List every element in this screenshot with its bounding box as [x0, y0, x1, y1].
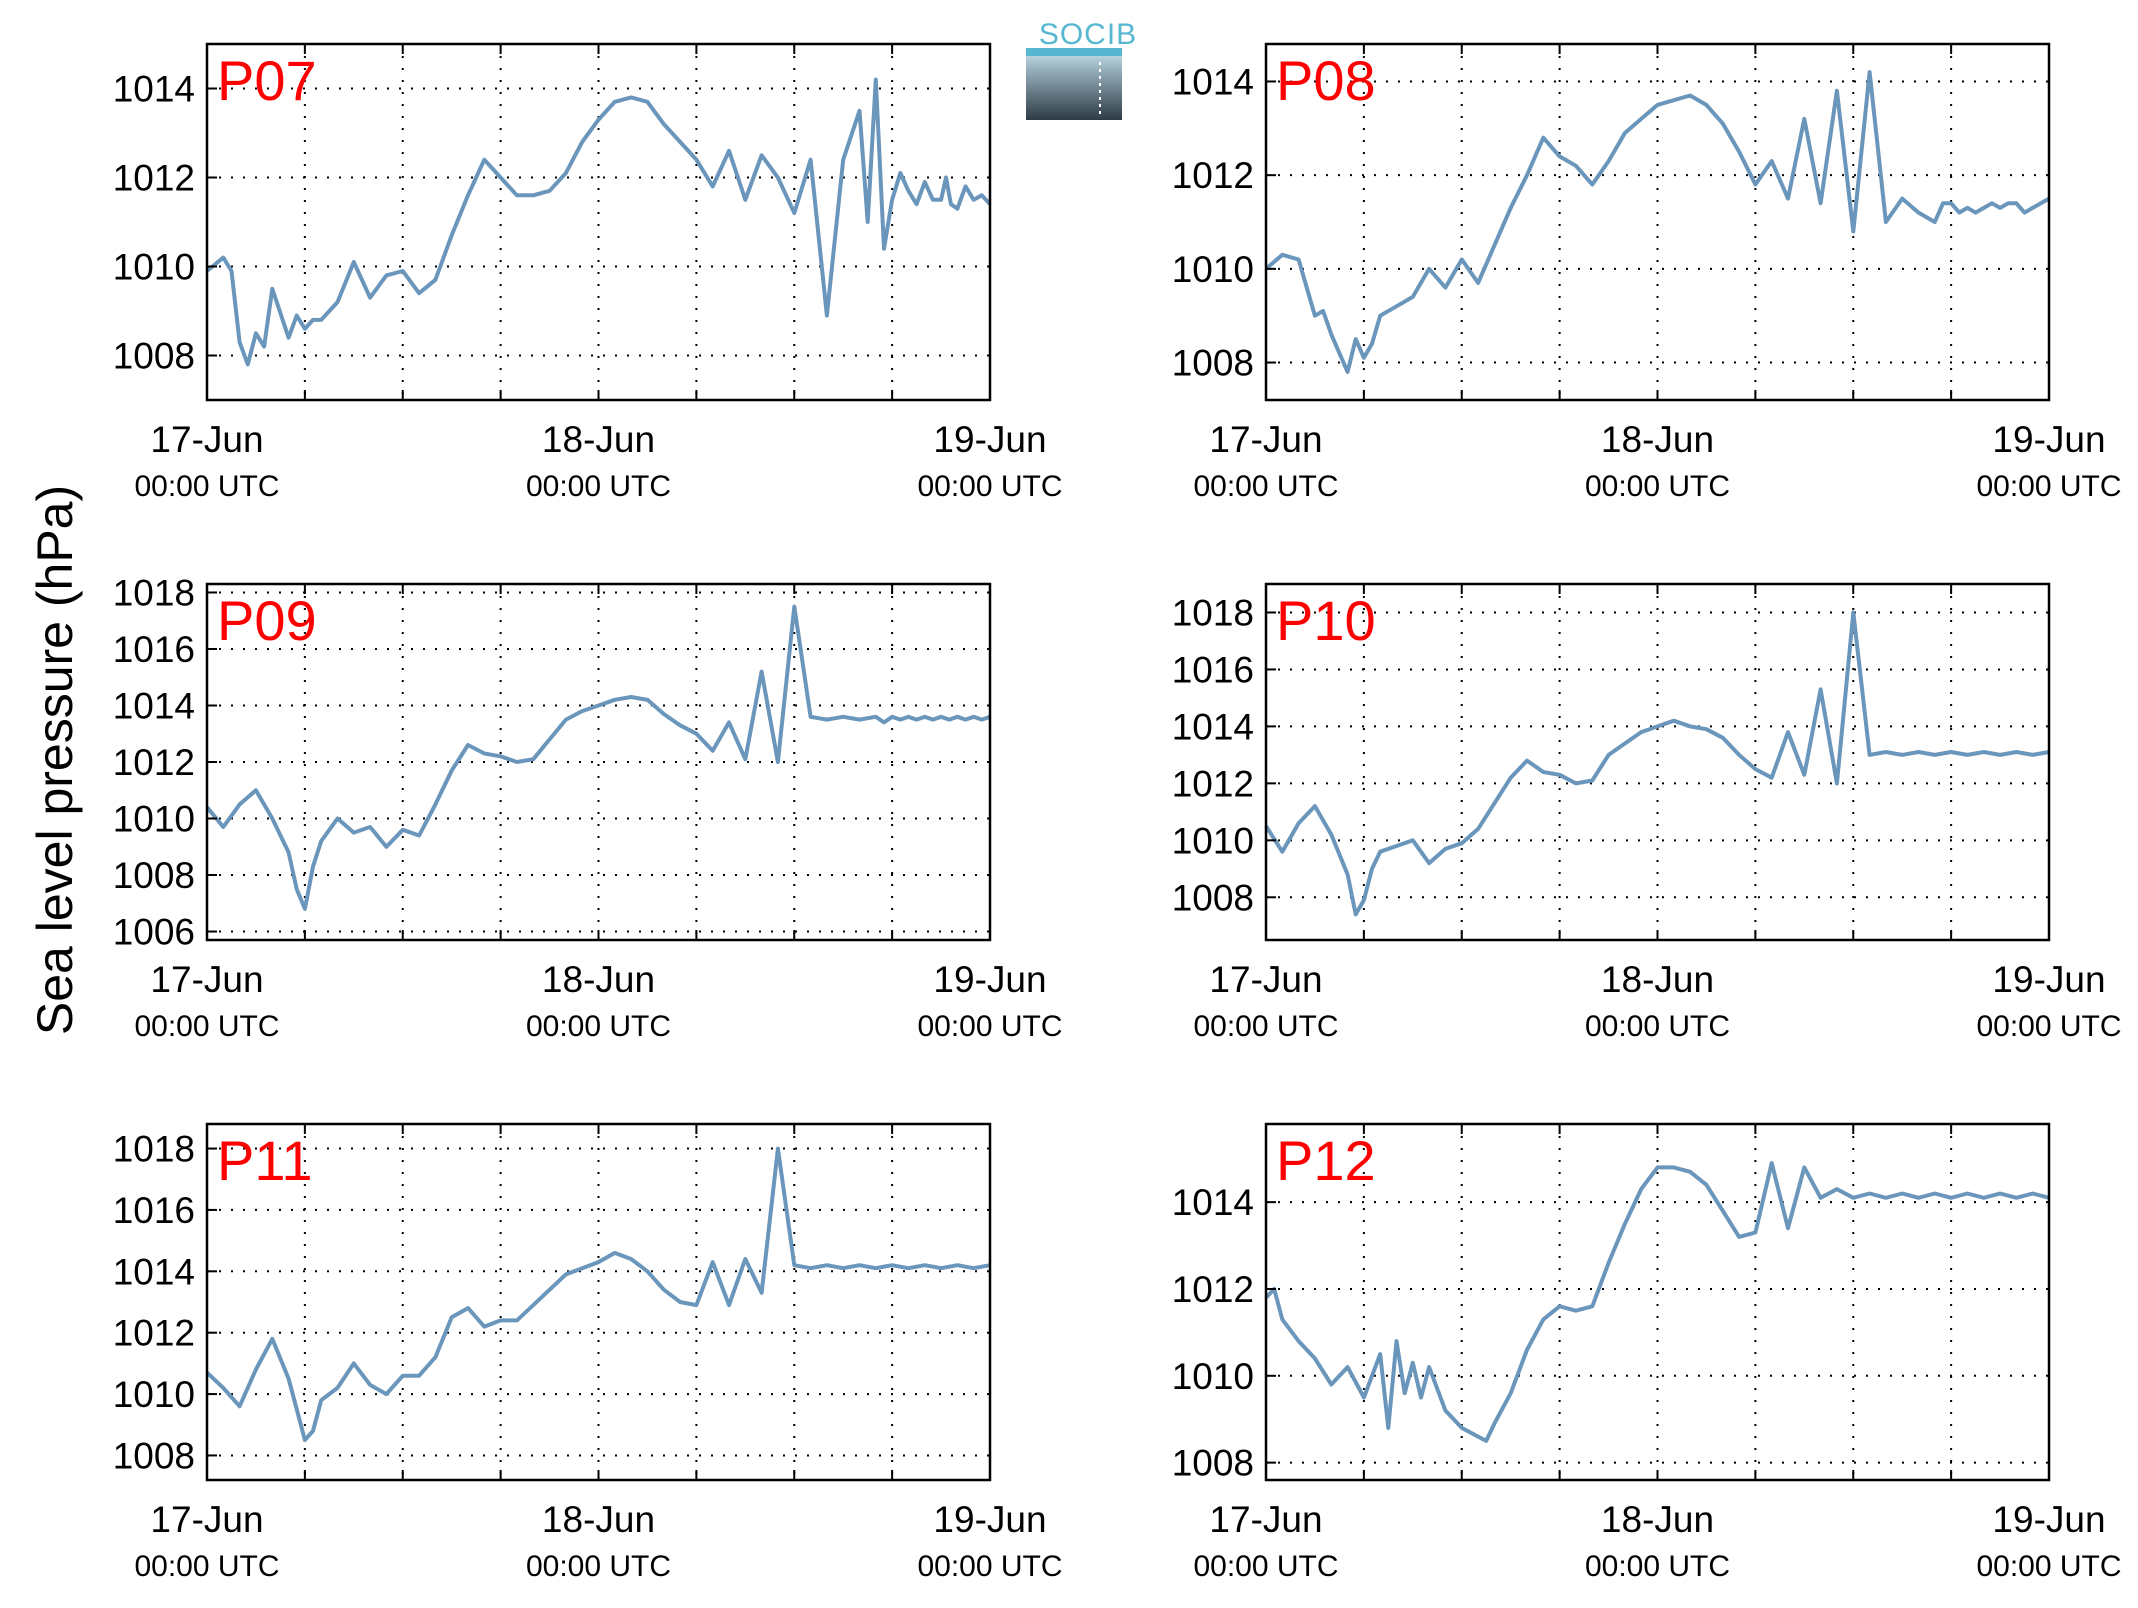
x-tick-time-label: 00:00 UTC	[1193, 470, 1338, 503]
axes-frame	[1264, 582, 2051, 942]
x-tick-time-label: 00:00 UTC	[917, 1010, 1062, 1043]
axes-frame	[205, 1122, 992, 1482]
y-tick-label: 1012	[1172, 763, 1254, 804]
y-tick-label: 1014	[1172, 706, 1254, 747]
x-tick-date-label: 17-Jun	[150, 419, 263, 460]
x-tick-time-label: 00:00 UTC	[1585, 1010, 1730, 1043]
axes-frame	[205, 42, 992, 402]
x-tick-date-label: 17-Jun	[1209, 419, 1322, 460]
x-tick-time-label: 00:00 UTC	[1585, 470, 1730, 503]
x-tick-date-label: 18-Jun	[1601, 959, 1714, 1000]
y-tick-label: 1018	[113, 1129, 195, 1170]
x-tick-time-label: 00:00 UTC	[917, 470, 1062, 503]
x-tick-date-label: 19-Jun	[1992, 419, 2105, 460]
y-tick-label: 1012	[1172, 155, 1254, 196]
y-tick-label: 1016	[1172, 649, 1254, 690]
x-tick-date-label: 18-Jun	[1601, 1499, 1714, 1540]
y-tick-label: 1010	[113, 1374, 195, 1415]
series-line	[205, 1146, 991, 1443]
y-tick-label: 1010	[1172, 1356, 1254, 1397]
x-tick-date-label: 19-Jun	[933, 419, 1046, 460]
station-label: P11	[217, 1129, 312, 1192]
axes-frame	[205, 582, 992, 942]
panel-p11: 1008 1010 1012 1014 1016 1018 17-Jun 00:00 UTC 1…	[113, 1122, 1063, 1583]
y-tick-label: 1010	[113, 247, 195, 288]
x-tick-time-label: 00:00 UTC	[526, 1010, 671, 1043]
x-tick-time-label: 00:00 UTC	[526, 1550, 671, 1583]
station-label: P12	[1276, 1129, 1376, 1192]
y-tick-label: 1012	[113, 1313, 195, 1354]
series-line	[1264, 1161, 2050, 1443]
y-tick-label: 1012	[113, 742, 195, 783]
y-tick-label: 1010	[1172, 820, 1254, 861]
x-tick-time-label: 00:00 UTC	[1976, 470, 2121, 503]
y-tick-label: 1006	[113, 912, 195, 953]
x-tick-time-label: 00:00 UTC	[134, 470, 279, 503]
x-tick-time-label: 00:00 UTC	[134, 1010, 279, 1043]
x-tick-time-label: 00:00 UTC	[1976, 1010, 2121, 1043]
y-tick-label: 1012	[113, 158, 195, 199]
x-tick-time-label: 00:00 UTC	[134, 1550, 279, 1583]
x-tick-date-label: 17-Jun	[1209, 1499, 1322, 1540]
x-tick-time-label: 00:00 UTC	[526, 470, 671, 503]
y-tick-label: 1016	[113, 629, 195, 670]
y-tick-label: 1008	[113, 1435, 195, 1476]
y-tick-label: 1014	[113, 69, 195, 110]
x-tick-date-label: 18-Jun	[1601, 419, 1714, 460]
socib-logo: SOCIB	[1026, 18, 1137, 120]
station-label: P09	[217, 589, 317, 652]
logo-text: SOCIB	[1039, 18, 1137, 51]
series-line	[205, 77, 992, 367]
panel-p08: 1008 1010 1012 1014 17-Jun 00:00 UTC 18-Jun 00:…	[1172, 42, 2122, 503]
y-tick-label: 1014	[1172, 61, 1254, 102]
y-tick-label: 1008	[113, 336, 195, 377]
x-tick-time-label: 00:00 UTC	[917, 1550, 1062, 1583]
y-tick-label: 1014	[113, 685, 195, 726]
x-tick-date-label: 17-Jun	[1209, 959, 1322, 1000]
x-tick-time-label: 00:00 UTC	[1193, 1010, 1338, 1043]
y-tick-label: 1012	[1172, 1269, 1254, 1310]
y-tick-label: 1014	[1172, 1182, 1254, 1223]
x-tick-date-label: 18-Jun	[542, 419, 655, 460]
x-tick-time-label: 00:00 UTC	[1976, 1550, 2121, 1583]
y-axis-label: Sea level pressure (hPa)	[27, 485, 83, 1035]
y-tick-label: 1008	[113, 855, 195, 896]
y-tick-label: 1018	[113, 572, 195, 613]
series-line	[1264, 610, 2050, 917]
y-tick-label: 1008	[1172, 1443, 1254, 1484]
axes-frame	[1264, 1122, 2051, 1482]
x-tick-time-label: 00:00 UTC	[1585, 1550, 1730, 1583]
x-tick-date-label: 18-Jun	[542, 959, 655, 1000]
x-tick-date-label: 19-Jun	[933, 959, 1046, 1000]
x-tick-time-label: 00:00 UTC	[1193, 1550, 1338, 1583]
station-label: P08	[1276, 49, 1376, 112]
y-tick-label: 1018	[1172, 592, 1254, 633]
panel-p10: 1008 1010 1012 1014 1016 1018 17-Jun 00:00 UTC 1…	[1172, 582, 2122, 1043]
series-line	[1264, 70, 2050, 374]
panel-p09: 1006 1008 1010 1012 1014 1016 1018 17-Jun 00:00 …	[113, 572, 1063, 1043]
y-tick-label: 1010	[113, 799, 195, 840]
station-label: P07	[217, 49, 317, 112]
x-tick-date-label: 18-Jun	[542, 1499, 655, 1540]
y-tick-label: 1008	[1172, 877, 1254, 918]
x-tick-date-label: 17-Jun	[150, 1499, 263, 1540]
x-tick-date-label: 19-Jun	[933, 1499, 1046, 1540]
x-tick-date-label: 17-Jun	[150, 959, 263, 1000]
y-tick-label: 1016	[113, 1190, 195, 1231]
station-label: P10	[1276, 589, 1376, 652]
series-line	[205, 604, 991, 911]
y-tick-label: 1010	[1172, 249, 1254, 290]
y-tick-label: 1008	[1172, 343, 1254, 384]
y-tick-label: 1014	[113, 1251, 195, 1292]
x-tick-date-label: 19-Jun	[1992, 959, 2105, 1000]
x-tick-date-label: 19-Jun	[1992, 1499, 2105, 1540]
panel-p07: 1008 1010 1012 1014 17-Jun 00:00 UTC 18-Jun 00:…	[113, 42, 1063, 503]
panel-p12: 1008 1010 1012 1014 17-Jun 00:00 UTC 18-Jun 00:…	[1172, 1122, 2122, 1583]
